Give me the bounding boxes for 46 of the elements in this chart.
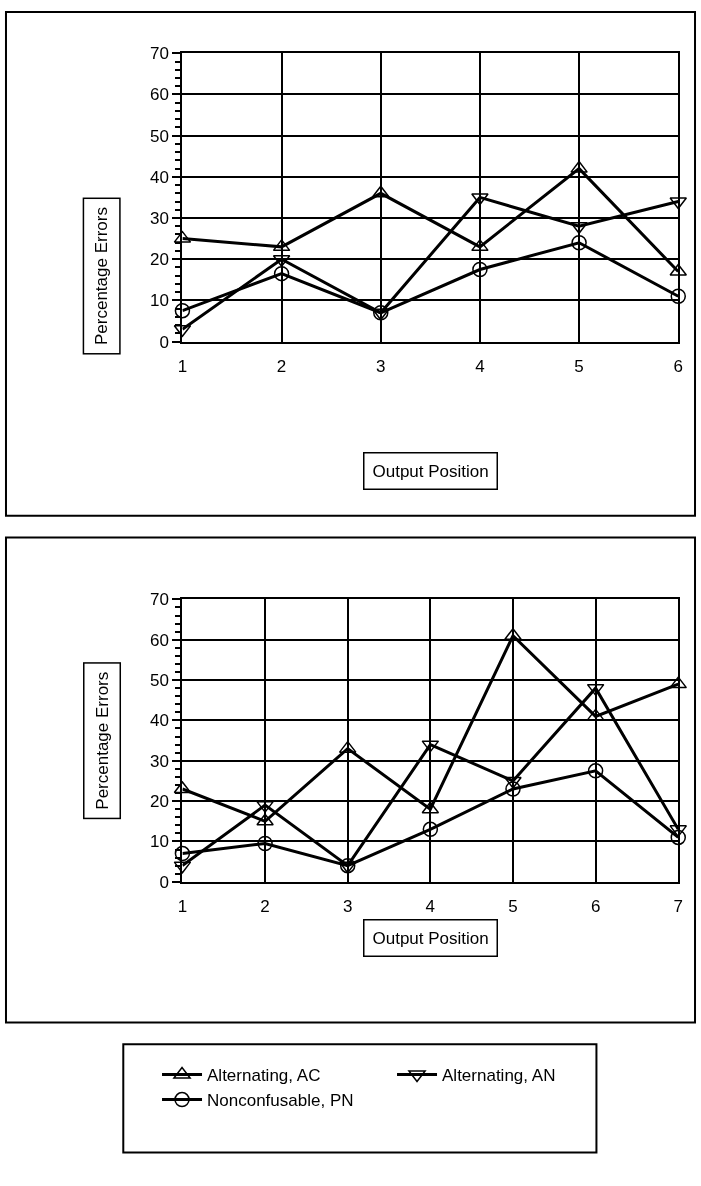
x-tick-label: 1 [177, 356, 188, 376]
x-tick-label: 6 [673, 356, 683, 376]
y-tick-label: 10 [150, 832, 170, 852]
legend-label: Alternating, AC [207, 1066, 321, 1086]
y-tick-label: 60 [150, 85, 170, 105]
legend-label: Alternating, AN [442, 1066, 556, 1086]
x-tick-label: 3 [342, 897, 353, 917]
point [256, 800, 274, 813]
point [339, 857, 356, 874]
y-tick-label: 30 [150, 208, 170, 228]
x-tick-label: 2 [260, 897, 270, 917]
y-tick-label: 30 [150, 751, 170, 771]
y-tick-label: 70 [150, 590, 170, 610]
x-tick-label: 2 [276, 356, 287, 376]
y-axis-title: Percentage Errors [92, 207, 112, 346]
x-tick-label: 5 [574, 356, 584, 376]
x-tick-label: 4 [425, 897, 436, 917]
y-tick-label: 50 [150, 671, 170, 691]
y-tick-label: 20 [150, 792, 170, 812]
point [587, 763, 604, 779]
point [422, 821, 439, 838]
y-tick-label: 40 [150, 167, 170, 187]
x-tick-label: 4 [475, 356, 485, 376]
x-tick-label: 7 [673, 897, 683, 917]
legend-label: Nonconfusable, PN [207, 1091, 354, 1111]
x-tick-label: 3 [376, 356, 386, 376]
y-tick-label: 60 [150, 630, 170, 650]
y-tick-label: 70 [150, 44, 170, 64]
point [504, 627, 522, 640]
x-axis-title: Output Position [372, 928, 489, 948]
point [670, 829, 686, 846]
y-tick-label: 10 [150, 291, 170, 311]
point [505, 781, 521, 797]
x-tick-label: 5 [508, 897, 518, 917]
y-tick-label: 20 [150, 250, 170, 270]
y-tick-label: 40 [150, 711, 170, 731]
point [174, 845, 191, 862]
y-axis-title: Percentage Errors [92, 671, 112, 810]
point [256, 813, 274, 826]
point [257, 835, 273, 852]
x-tick-label: 1 [177, 897, 188, 917]
x-tick-label: 6 [590, 897, 601, 917]
y-tick-label: 0 [159, 332, 170, 352]
x-axis-title: Output Position [372, 461, 489, 481]
y-tick-label: 50 [150, 126, 170, 146]
y-tick-label: 0 [159, 872, 170, 892]
